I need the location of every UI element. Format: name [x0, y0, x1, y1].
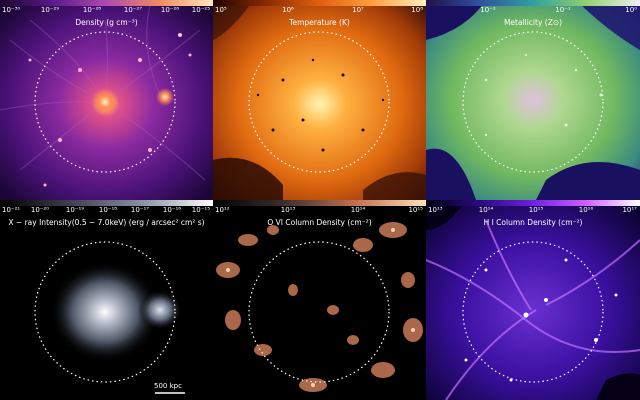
temperature-tick: 10⁸ [411, 6, 423, 14]
xray-tick: 10⁻²¹ [2, 206, 21, 214]
hi-tick: 10¹⁷ [622, 206, 637, 214]
density-tick: 10⁻³⁰ [2, 6, 21, 14]
ovi-tick: 10¹⁴ [350, 206, 366, 214]
xray-tick: 10⁻¹⁹ [65, 206, 85, 214]
metallicity-tick: 10⁰ [625, 6, 637, 14]
xray-tick: 10⁻¹⁵ [191, 206, 210, 214]
hi-map [426, 200, 640, 400]
ovi-label: O VI Column Density (cm⁻²) [267, 218, 372, 227]
ovi-tick: 10¹³ [280, 206, 296, 214]
hi-ticks: 10¹³ 10¹⁴ 10¹⁵ 10¹⁶ 10¹⁷ [426, 206, 640, 218]
xray-label: X − ray Intensity(0.5 − 7.0keV) (erg / a… [8, 218, 205, 227]
density-colorbar [0, 0, 213, 6]
hi-tick: 10¹³ [428, 206, 443, 214]
ovi-panel: 10¹² 10¹³ 10¹⁴ 10¹⁵ O VI Column Density … [213, 200, 426, 400]
ovi-colorbar [213, 200, 426, 206]
ovi-tick: 10¹² [215, 206, 230, 214]
xray-tick: 10⁻¹⁶ [162, 206, 182, 214]
temperature-panel: 10⁵ 10⁶ 10⁷ 10⁸ Temperature (K) [213, 0, 426, 200]
density-map [0, 0, 213, 200]
temperature-tick: 10⁶ [282, 6, 294, 14]
metallicity-tick: 10⁻¹ [555, 6, 571, 14]
temperature-tick: 10⁷ [352, 6, 364, 14]
temperature-ticks: 10⁵ 10⁶ 10⁷ 10⁸ [213, 6, 426, 18]
temperature-colorbar [213, 0, 426, 6]
density-tick: 10⁻²⁷ [123, 6, 143, 14]
hi-tick: 10¹⁶ [578, 206, 594, 214]
hi-label: H I Column Density (cm⁻²) [483, 218, 583, 227]
temperature-map [213, 0, 426, 200]
density-label: Density (g cm⁻³) [75, 18, 138, 27]
hi-tick: 10¹⁵ [528, 206, 544, 214]
metallicity-label: Metallicity (Z⊙) [503, 18, 563, 27]
ovi-map [213, 200, 426, 400]
density-tick: 10⁻²⁹ [40, 6, 60, 14]
hi-tick: 10¹⁴ [478, 206, 494, 214]
metallicity-ticks: 10⁻² 10⁻¹ 10⁰ [426, 6, 640, 18]
metallicity-map [426, 0, 640, 200]
xray-colorbar [0, 200, 213, 206]
metallicity-panel: 10⁻² 10⁻¹ 10⁰ Metallicity (Z⊙) [426, 0, 640, 200]
metallicity-tick: 10⁻² [480, 6, 496, 14]
xray-map [0, 200, 213, 400]
hi-colorbar [426, 200, 640, 206]
density-panel: 10⁻³⁰ 10⁻²⁹ 10⁻²⁸ 10⁻²⁷ 10⁻²⁶ 10⁻²⁵ Dens… [0, 0, 213, 200]
xray-tick: 10⁻¹⁸ [98, 206, 118, 214]
xray-ticks: 10⁻²¹ 10⁻²⁰ 10⁻¹⁹ 10⁻¹⁸ 10⁻¹⁷ 10⁻¹⁶ 10⁻¹… [0, 206, 213, 218]
density-tick: 10⁻²⁸ [82, 6, 102, 14]
xray-tick: 10⁻²⁰ [30, 206, 50, 214]
xray-tick: 10⁻¹⁷ [130, 206, 150, 214]
ovi-ticks: 10¹² 10¹³ 10¹⁴ 10¹⁵ [213, 206, 426, 218]
density-ticks: 10⁻³⁰ 10⁻²⁹ 10⁻²⁸ 10⁻²⁷ 10⁻²⁶ 10⁻²⁵ [0, 6, 213, 18]
hi-panel: 10¹³ 10¹⁴ 10¹⁵ 10¹⁶ 10¹⁷ H I Column Dens… [426, 200, 640, 400]
ovi-tick: 10¹⁵ [408, 206, 423, 214]
metallicity-colorbar [426, 0, 640, 6]
temperature-tick: 10⁵ [215, 6, 227, 14]
scale-bar-label: 500 kpc [154, 382, 182, 390]
density-tick: 10⁻²⁵ [191, 6, 210, 14]
temperature-label: Temperature (K) [289, 18, 350, 27]
density-tick: 10⁻²⁶ [160, 6, 180, 14]
xray-panel: 10⁻²¹ 10⁻²⁰ 10⁻¹⁹ 10⁻¹⁸ 10⁻¹⁷ 10⁻¹⁶ 10⁻¹… [0, 200, 213, 400]
